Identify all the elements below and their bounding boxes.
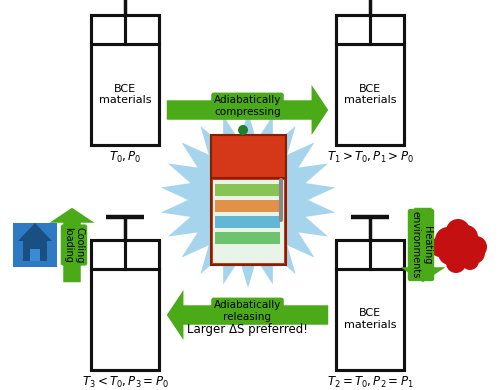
- Text: Cooling
loading: Cooling loading: [63, 227, 85, 263]
- Bar: [91, 240, 159, 370]
- Circle shape: [461, 252, 479, 270]
- Bar: [212, 180, 284, 263]
- Text: BCE
materials: BCE materials: [96, 308, 154, 330]
- Bar: [91, 79, 159, 145]
- Circle shape: [446, 253, 466, 273]
- Text: BCE
materials: BCE materials: [344, 83, 396, 105]
- Text: $T_0, P_0$: $T_0, P_0$: [109, 150, 141, 165]
- Circle shape: [238, 125, 248, 135]
- Circle shape: [449, 236, 477, 264]
- Bar: [210, 135, 286, 265]
- Text: Larger ΔS preferred!: Larger ΔS preferred!: [187, 323, 308, 335]
- Circle shape: [465, 236, 487, 258]
- Bar: [336, 240, 404, 370]
- Bar: [214, 184, 280, 196]
- Circle shape: [454, 225, 478, 249]
- Bar: [91, 15, 159, 145]
- Circle shape: [446, 219, 470, 243]
- Circle shape: [435, 227, 461, 253]
- Bar: [336, 345, 404, 370]
- Text: $T_3 < T_0, P_3 = P_0$: $T_3 < T_0, P_3 = P_0$: [82, 375, 168, 390]
- Circle shape: [430, 237, 450, 257]
- Text: $T_1 > T_0, P_1 > P_0$: $T_1 > T_0, P_1 > P_0$: [326, 150, 414, 165]
- Circle shape: [463, 242, 485, 264]
- Bar: [336, 240, 404, 370]
- Bar: [214, 216, 280, 228]
- Bar: [336, 15, 404, 145]
- Text: Heating
environments: Heating environments: [410, 211, 432, 279]
- Polygon shape: [18, 223, 52, 241]
- Text: Adiabatically
releasing: Adiabatically releasing: [214, 300, 281, 322]
- Bar: [336, 120, 404, 145]
- Bar: [23, 241, 47, 261]
- Bar: [91, 15, 159, 145]
- Text: Adiabatically
compressing: Adiabatically compressing: [214, 95, 281, 117]
- Bar: [336, 15, 404, 145]
- Text: BCE
materials: BCE materials: [99, 83, 151, 105]
- Text: $T_2 = T_0, P_2 = P_1$: $T_2 = T_0, P_2 = P_1$: [326, 375, 414, 390]
- Bar: [91, 304, 159, 370]
- Bar: [214, 200, 280, 212]
- Bar: [91, 240, 159, 370]
- Polygon shape: [161, 112, 335, 288]
- Bar: [30, 249, 40, 261]
- Text: BCE
materials: BCE materials: [344, 308, 396, 330]
- Bar: [13, 223, 57, 267]
- Bar: [214, 232, 280, 244]
- Circle shape: [438, 241, 462, 265]
